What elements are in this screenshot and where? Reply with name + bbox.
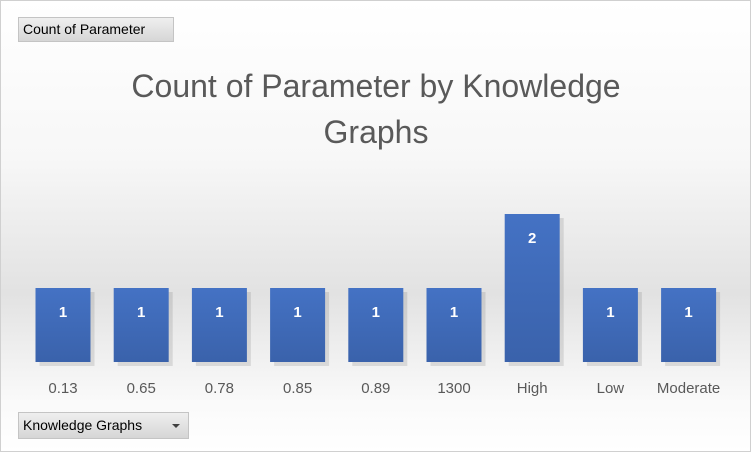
- x-tick-label: 0.65: [127, 380, 156, 397]
- axis-field-button[interactable]: Knowledge Graphs: [18, 412, 189, 439]
- x-tick-label: High: [517, 380, 548, 397]
- bar[interactable]: [504, 214, 560, 362]
- x-tick-label: 0.78: [205, 380, 234, 397]
- value-field-button[interactable]: Count of Parameter: [18, 17, 174, 42]
- data-label: 1: [215, 304, 223, 321]
- data-label: 1: [606, 304, 614, 321]
- data-label: 1: [372, 304, 380, 321]
- chevron-down-icon[interactable]: [172, 424, 180, 428]
- chart-title: Count of Parameter by Knowledge Graphs: [131, 68, 621, 150]
- data-label: 1: [137, 304, 145, 321]
- value-field-label: Count of Parameter: [23, 21, 146, 37]
- bar[interactable]: [35, 288, 91, 362]
- data-label: 1: [59, 304, 67, 321]
- data-label: 1: [450, 304, 458, 321]
- bar[interactable]: [348, 288, 404, 362]
- x-tick-label: 0.89: [361, 380, 390, 397]
- bar[interactable]: [426, 288, 482, 362]
- bar[interactable]: [270, 288, 326, 362]
- x-tick-label: 0.13: [48, 380, 77, 397]
- data-label: 1: [684, 304, 692, 321]
- x-tick-label: 0.85: [283, 380, 312, 397]
- x-tick-label: 1300: [437, 380, 470, 397]
- data-label: 2: [528, 230, 536, 247]
- axis-field-label: Knowledge Graphs: [23, 417, 143, 433]
- x-tick-label: Moderate: [657, 380, 720, 397]
- bar[interactable]: [191, 288, 247, 362]
- data-label: 1: [293, 304, 301, 321]
- x-tick-label: Low: [597, 380, 625, 397]
- bar[interactable]: [582, 288, 638, 362]
- bar[interactable]: [661, 288, 717, 362]
- bar[interactable]: [113, 288, 169, 362]
